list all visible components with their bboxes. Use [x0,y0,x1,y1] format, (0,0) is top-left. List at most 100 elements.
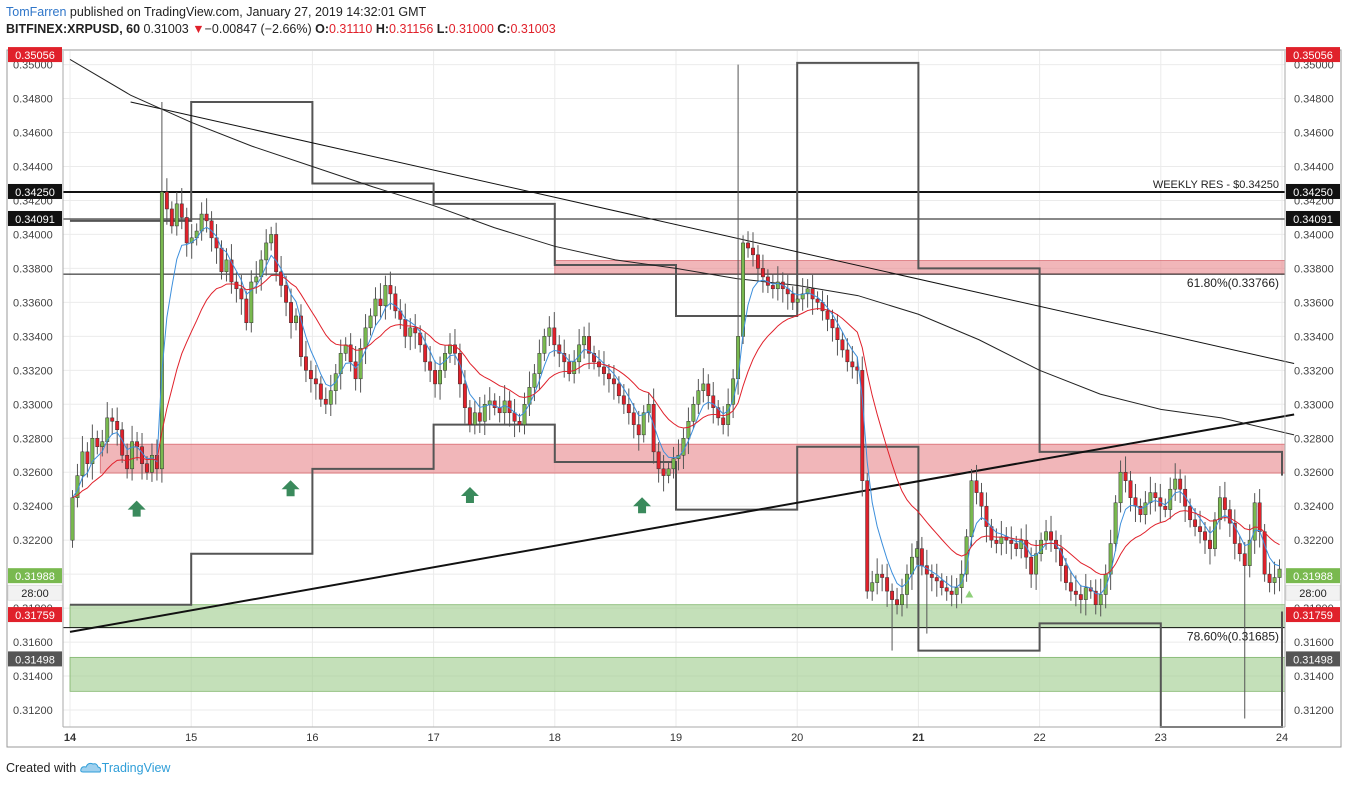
candle-down [1009,539,1014,544]
up-arrow-icon [460,487,479,504]
candle-down [1093,590,1098,605]
y-tick-label-right: 0.34600 [1294,128,1334,140]
candle-down [885,577,890,592]
candle-up [1148,492,1153,504]
candle-down [631,412,636,425]
y-tick-label-right: 0.33600 [1294,297,1334,309]
candle-up [1098,594,1103,605]
candle-up [532,373,537,388]
candle-down [179,203,184,218]
candle-up [805,288,810,295]
candle-down [845,349,850,363]
candle-down [1242,553,1247,566]
candle-down [184,217,189,244]
candle-down [919,548,924,566]
candle-up [547,327,552,337]
price-tag-label-left: 0.31988 [15,571,55,583]
low-label: L: [436,22,449,36]
x-tick-label: 17 [427,732,439,744]
level-label: 61.80%(0.33766) [1187,276,1279,290]
x-tick-label: 15 [185,732,197,744]
y-tick-label-right: 0.31200 [1294,705,1334,717]
candle-up [338,353,343,374]
candle-up [741,242,745,337]
tradingview-link[interactable]: TradingView [101,761,171,775]
zones [69,260,1286,692]
candle-down [304,356,308,371]
candle-down [164,191,169,210]
price-tag-label-left: 0.34091 [15,214,55,226]
y-tick-label-right: 0.32400 [1294,501,1334,513]
candle-down [388,285,393,295]
last-price: 0.31003 [143,22,189,36]
candle-down [467,407,472,425]
candle-up [775,281,780,290]
candle-up [264,242,269,261]
y-tick-label-right: 0.31600 [1294,637,1334,649]
ma-200-line [69,59,1295,436]
y-tick-label-left: 0.31600 [13,637,53,649]
price-tag-left [8,607,62,623]
small-triangle-icon [965,590,974,598]
price-tag-label-right: 0.31988 [1293,571,1333,583]
candle-down [949,590,954,595]
candle-up [646,404,651,414]
candle-down [284,285,289,303]
candle-down [751,247,755,256]
candle-up [249,281,254,324]
up-arrow-icon [633,497,652,514]
candle-down [1232,522,1237,544]
y-tick-label-left: 0.32400 [13,501,53,513]
candle-down [1049,531,1053,541]
candle-up [70,497,75,541]
candle-up [691,404,696,422]
candle-down [507,400,512,414]
candle-up [269,234,274,244]
price-tag-left [8,183,62,199]
author-name[interactable]: TomFarren [6,5,67,19]
y-tick-label-right: 0.32600 [1294,467,1334,479]
candle-down [244,298,249,324]
candle-down [403,319,408,337]
candle-up [696,390,701,405]
price-tag-label-right: 0.31498 [1293,654,1333,666]
candle-down [840,339,845,351]
candle-up [582,336,587,346]
candle-up [914,548,919,558]
candle-up [671,458,676,470]
candle-up [1252,502,1257,541]
price-tag-right [1286,47,1340,63]
y-tick-label-left: 0.34800 [13,94,53,106]
candle-down [1014,543,1019,549]
candle-down [135,441,139,447]
candle-down [234,281,239,290]
y-tick-label-left: 0.33400 [13,331,53,343]
y-tick-label-right: 0.32800 [1294,433,1334,445]
candle-up [1217,497,1222,521]
candle-down [835,327,840,340]
candle-down [433,370,438,385]
close-value: 0.31003 [510,22,556,36]
candle-up [80,451,85,476]
candle-up [1247,539,1252,566]
price-tag-label-right: 0.35056 [1293,50,1333,62]
publish-info: TomFarren published on TradingView.com, … [6,5,426,19]
candle-up [224,259,229,273]
candle-down [880,573,885,578]
candle-down [636,424,641,436]
candle-down [1267,573,1272,583]
candle-up [1277,568,1282,578]
candle-down [1163,505,1168,510]
line-labels: WEEKLY RES - $0.34250 61.80%(0.33766) 78.6… [1153,179,1279,644]
candle-down [204,213,209,222]
candle-down [1153,492,1158,498]
x-tick-label: 18 [549,732,561,744]
price-tag-right [1286,183,1340,199]
countdown-box-right [1285,584,1341,601]
candle-down [994,539,999,544]
prev-day-high-line [70,61,1283,476]
candle-up [572,361,577,374]
x-tick-label: 19 [670,732,682,744]
candle-up [189,237,194,244]
